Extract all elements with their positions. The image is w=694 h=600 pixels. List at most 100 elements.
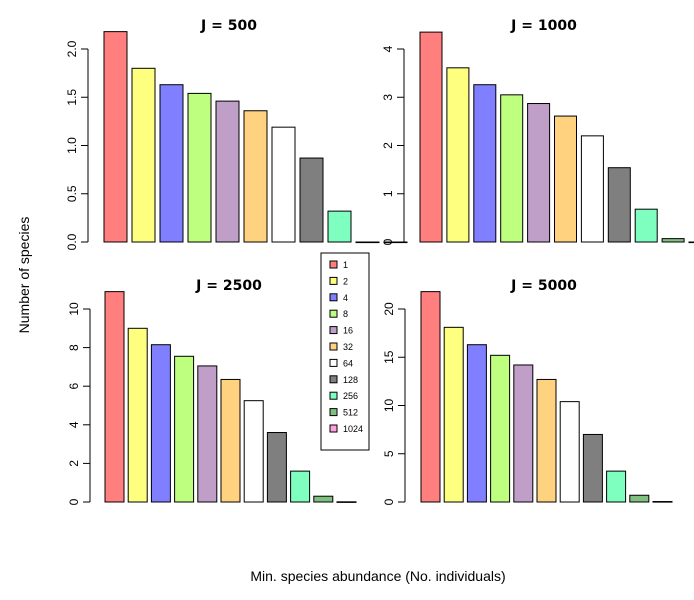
bar-8 xyxy=(500,94,524,243)
bar-1 xyxy=(420,291,441,503)
y-tick-label: 4 xyxy=(67,421,81,428)
bar-64 xyxy=(243,400,264,503)
legend-swatch xyxy=(329,391,338,400)
y-tick-label: 0.0 xyxy=(65,233,79,250)
bar-256 xyxy=(290,470,311,503)
legend-label: 1024 xyxy=(343,424,363,434)
y-tick-label: 15 xyxy=(382,350,396,364)
bar-8 xyxy=(490,354,511,503)
panel-4: J = 5000 0 5 10 15 20 xyxy=(382,278,673,505)
bar-32 xyxy=(220,378,241,503)
legend-swatch xyxy=(329,342,338,351)
bar-512 xyxy=(355,241,380,244)
bar-2 xyxy=(443,326,464,503)
panel-2: J = 1000 0 1 2 3 4 xyxy=(381,18,694,245)
bar-512 xyxy=(313,495,334,503)
legend-label: 4 xyxy=(343,293,348,303)
legend-swatch xyxy=(329,293,338,302)
bar-1024 xyxy=(336,501,357,503)
legend-label: 8 xyxy=(343,309,348,319)
bar-1024 xyxy=(688,241,694,244)
bar-128 xyxy=(607,167,631,243)
x-axis-label: Min. species abundance (No. individuals) xyxy=(250,568,505,584)
legend-label: 128 xyxy=(343,375,358,385)
bar-128 xyxy=(266,432,287,503)
y-tick-label: 4 xyxy=(381,45,395,52)
bar-1 xyxy=(103,31,128,243)
legend-label: 1 xyxy=(343,260,348,270)
y-tick-label: 0 xyxy=(381,238,395,245)
legend-swatch xyxy=(329,276,338,285)
bar-32 xyxy=(536,378,557,503)
y-tick-label: 1.5 xyxy=(65,89,79,106)
y-tick-label: 20 xyxy=(382,302,396,316)
bar-16 xyxy=(215,100,240,243)
y-tick-label: 3 xyxy=(381,94,395,101)
bar-8 xyxy=(187,92,212,243)
y-tick-label: 8 xyxy=(67,344,81,351)
y-tick-label: 2 xyxy=(381,142,395,149)
legend-swatch xyxy=(329,408,338,417)
bar-256 xyxy=(634,208,658,243)
y-tick-label: 2.0 xyxy=(65,40,79,57)
y-tick-label: 10 xyxy=(382,399,396,413)
panel-1: J = 500 0.0 0.5 1.0 1.5 2.0 xyxy=(65,18,408,250)
bar-128 xyxy=(582,433,603,503)
panel-title: J = 1000 xyxy=(510,18,577,34)
bar-4 xyxy=(150,344,171,503)
y-tick-label: 10 xyxy=(67,302,81,316)
bar-128 xyxy=(299,157,324,243)
panel-title: J = 500 xyxy=(200,18,257,34)
bar-4 xyxy=(473,84,497,243)
bar-16 xyxy=(197,365,218,503)
panel-3: J = 2500 0 2 4 6 8 10 xyxy=(67,278,357,505)
legend-box xyxy=(320,252,370,451)
bar-512 xyxy=(629,494,650,503)
bar-64 xyxy=(559,401,580,503)
bar-1024 xyxy=(652,501,673,503)
legend-swatch xyxy=(329,326,338,335)
legend-swatch xyxy=(329,424,338,433)
legend-swatch xyxy=(329,375,338,384)
bar-1024 xyxy=(383,241,408,244)
legend-swatch xyxy=(329,260,338,269)
bar-256 xyxy=(327,210,352,243)
legend-label: 512 xyxy=(343,408,358,418)
legend-label: 32 xyxy=(343,342,353,352)
bar-2 xyxy=(446,67,470,243)
y-tick-label: 0 xyxy=(382,498,396,505)
bar-16 xyxy=(527,103,551,243)
bar-4 xyxy=(159,84,184,243)
bar-4 xyxy=(466,344,487,503)
bar-32 xyxy=(243,110,268,243)
y-axis-label: Number of species xyxy=(16,217,32,334)
y-tick-label: 6 xyxy=(67,383,81,390)
legend-label: 2 xyxy=(343,276,348,286)
y-tick-label: 0.5 xyxy=(65,185,79,202)
legend-swatch xyxy=(329,309,338,318)
bar-2 xyxy=(131,67,156,243)
bar-256 xyxy=(606,470,627,503)
legend-label: 16 xyxy=(343,326,353,336)
y-tick-label: 1 xyxy=(381,190,395,197)
bar-16 xyxy=(513,364,534,503)
bar-512 xyxy=(661,238,685,243)
bar-8 xyxy=(174,355,195,503)
bar-1 xyxy=(419,31,443,243)
panel-title: J = 5000 xyxy=(510,278,577,294)
bar-1 xyxy=(104,291,125,503)
panel-title: J = 2500 xyxy=(195,278,262,294)
y-tick-label: 0 xyxy=(67,498,81,505)
legend-label: 64 xyxy=(343,358,353,368)
legend-label: 256 xyxy=(343,391,358,401)
bar-32 xyxy=(554,115,577,243)
bar-2 xyxy=(127,327,148,503)
legend: 1 2 4 8 16 32 64 128 256 512 1024 xyxy=(320,252,370,451)
y-tick-label: 5 xyxy=(382,450,396,457)
legend-swatch xyxy=(329,358,338,367)
bar-64 xyxy=(271,126,296,243)
y-tick-label: 2 xyxy=(67,460,81,467)
y-tick-label: 1.0 xyxy=(65,137,79,154)
